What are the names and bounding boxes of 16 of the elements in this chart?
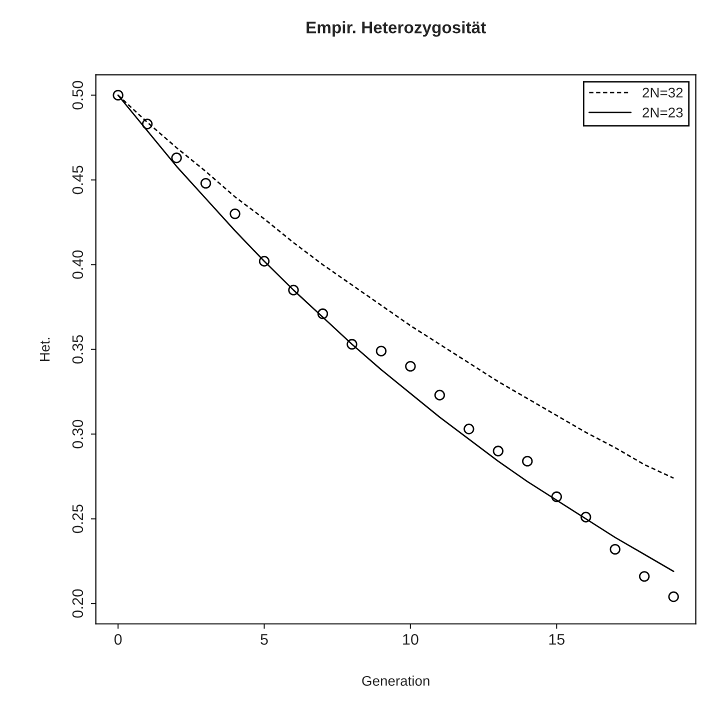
- y-tick-label: 0.50: [72, 80, 84, 110]
- y-tick-label: 0.30: [72, 420, 84, 448]
- legend-label: 2N=32: [642, 88, 683, 98]
- x-tick-label: 10: [403, 634, 418, 645]
- x-axis-title: Generation: [362, 676, 430, 686]
- y-tick-label: 0.20: [72, 589, 84, 618]
- x-tick-label: 5: [260, 634, 268, 645]
- chart-title: Empir. Heterozygosität: [306, 21, 486, 37]
- y-tick-label: 0.45: [72, 166, 84, 194]
- legend-label: 2N=23: [642, 108, 683, 118]
- y-axis-title: Het.: [40, 338, 50, 361]
- y-tick-label: 0.25: [72, 504, 84, 534]
- y-tick-label: 0.35: [72, 335, 84, 364]
- y-tick-label: 0.40: [72, 250, 84, 279]
- x-tick-label: 0: [114, 634, 122, 645]
- x-tick-label: 15: [549, 634, 564, 645]
